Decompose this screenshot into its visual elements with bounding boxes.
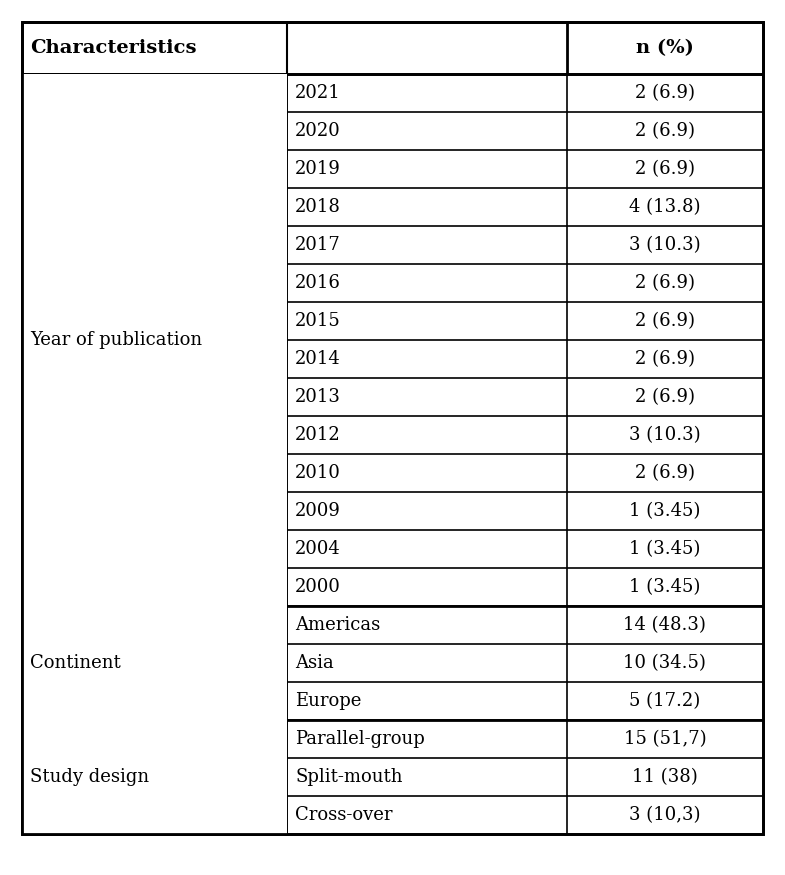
Text: Characteristics: Characteristics bbox=[30, 39, 196, 57]
Text: 1 (3.45): 1 (3.45) bbox=[629, 502, 700, 520]
Text: 10 (34.5): 10 (34.5) bbox=[623, 654, 707, 672]
Bar bbox=[22, 74, 287, 606]
Text: 15 (51,7): 15 (51,7) bbox=[623, 730, 707, 748]
Bar bbox=[22, 188, 763, 226]
Bar bbox=[22, 758, 763, 796]
Text: Study design: Study design bbox=[30, 768, 149, 786]
Text: 2021: 2021 bbox=[295, 84, 341, 102]
Bar bbox=[22, 644, 763, 682]
Bar bbox=[22, 150, 763, 188]
Bar bbox=[22, 416, 763, 454]
Text: 2013: 2013 bbox=[295, 388, 341, 406]
Text: 2 (6.9): 2 (6.9) bbox=[635, 312, 695, 330]
Bar bbox=[22, 340, 763, 378]
Bar bbox=[22, 264, 763, 302]
Text: 11 (38): 11 (38) bbox=[632, 768, 698, 786]
Bar bbox=[22, 720, 763, 758]
Text: 2 (6.9): 2 (6.9) bbox=[635, 160, 695, 178]
Text: Year of publication: Year of publication bbox=[30, 331, 202, 349]
Text: Split-mouth: Split-mouth bbox=[295, 768, 403, 786]
Text: 2018: 2018 bbox=[295, 198, 341, 216]
Bar bbox=[22, 302, 763, 340]
Text: 2 (6.9): 2 (6.9) bbox=[635, 350, 695, 368]
Bar bbox=[22, 530, 763, 568]
Text: n (%): n (%) bbox=[636, 39, 694, 57]
Text: 3 (10.3): 3 (10.3) bbox=[629, 236, 701, 254]
Text: 2 (6.9): 2 (6.9) bbox=[635, 122, 695, 140]
Text: 2004: 2004 bbox=[295, 540, 341, 558]
Text: 2012: 2012 bbox=[295, 426, 341, 444]
Text: Americas: Americas bbox=[295, 616, 381, 634]
Bar bbox=[22, 682, 763, 720]
Bar bbox=[22, 568, 763, 606]
Text: 2 (6.9): 2 (6.9) bbox=[635, 464, 695, 482]
Text: 2 (6.9): 2 (6.9) bbox=[635, 388, 695, 406]
Text: Asia: Asia bbox=[295, 654, 334, 672]
Text: 1 (3.45): 1 (3.45) bbox=[629, 578, 700, 596]
Text: Parallel-group: Parallel-group bbox=[295, 730, 425, 748]
Bar bbox=[22, 492, 763, 530]
Text: 2017: 2017 bbox=[295, 236, 341, 254]
Text: 2010: 2010 bbox=[295, 464, 341, 482]
Text: 2019: 2019 bbox=[295, 160, 341, 178]
Text: 4 (13.8): 4 (13.8) bbox=[629, 198, 700, 216]
Bar bbox=[22, 454, 763, 492]
Bar bbox=[22, 22, 763, 74]
Bar bbox=[22, 112, 763, 150]
Text: 3 (10,3): 3 (10,3) bbox=[629, 806, 700, 824]
Text: Continent: Continent bbox=[30, 654, 121, 672]
Text: Cross-over: Cross-over bbox=[295, 806, 392, 824]
Text: 14 (48.3): 14 (48.3) bbox=[623, 616, 707, 634]
Text: 5 (17.2): 5 (17.2) bbox=[630, 692, 700, 710]
Bar bbox=[22, 720, 287, 834]
Text: 2014: 2014 bbox=[295, 350, 341, 368]
Text: 2015: 2015 bbox=[295, 312, 341, 330]
Text: Europe: Europe bbox=[295, 692, 362, 710]
Bar bbox=[22, 796, 763, 834]
Text: 2 (6.9): 2 (6.9) bbox=[635, 274, 695, 292]
Text: 2020: 2020 bbox=[295, 122, 341, 140]
Bar bbox=[22, 606, 763, 644]
Text: 3 (10.3): 3 (10.3) bbox=[629, 426, 701, 444]
Text: 2 (6.9): 2 (6.9) bbox=[635, 84, 695, 102]
Bar bbox=[22, 74, 763, 112]
Text: 1 (3.45): 1 (3.45) bbox=[629, 540, 700, 558]
Text: 2009: 2009 bbox=[295, 502, 341, 520]
Bar bbox=[22, 378, 763, 416]
Text: 2016: 2016 bbox=[295, 274, 341, 292]
Bar bbox=[22, 226, 763, 264]
Bar bbox=[22, 606, 287, 720]
Text: 2000: 2000 bbox=[295, 578, 341, 596]
